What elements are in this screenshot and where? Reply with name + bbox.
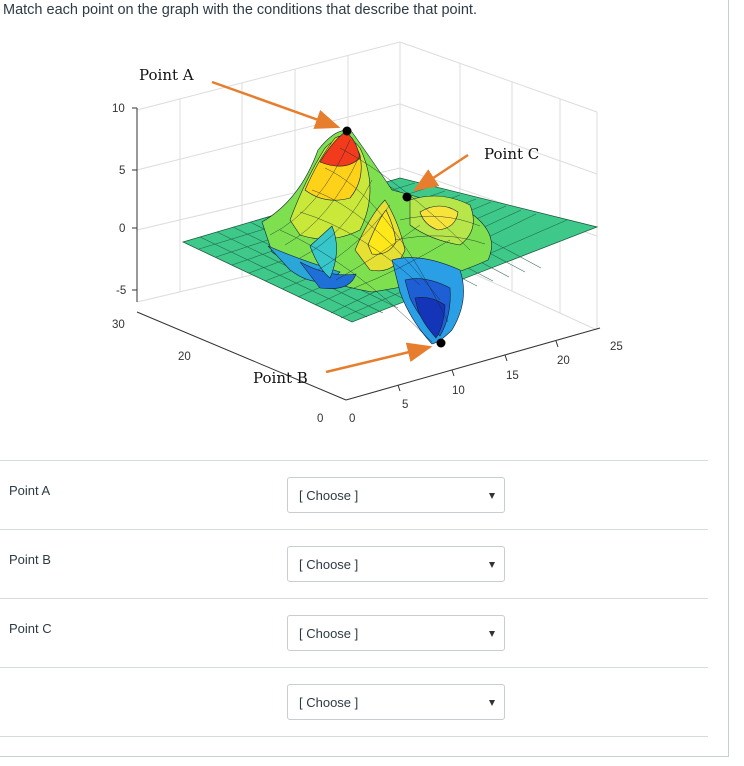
caret-down-icon xyxy=(489,562,495,568)
x-tick-label: 5 xyxy=(402,399,408,411)
extra-select[interactable]: [ Choose ] xyxy=(287,684,505,720)
caret-down-icon xyxy=(489,493,495,499)
row-label: Point A xyxy=(9,483,51,498)
select-value: [ Choose ] xyxy=(299,695,359,710)
y-tick-label: 30 xyxy=(112,319,125,331)
z-tick-label: 0 xyxy=(119,223,125,235)
select-value: [ Choose ] xyxy=(299,626,359,641)
point-c-select[interactable]: [ Choose ] xyxy=(287,615,505,651)
answer-row-extra: [ Choose ] xyxy=(0,667,708,737)
row-label: Point B xyxy=(9,552,51,567)
x-tick-label: 25 xyxy=(610,341,623,353)
surface-bumps xyxy=(261,130,492,345)
question-text: Match each point on the graph with the c… xyxy=(3,2,477,18)
annotation-arrows xyxy=(211,80,469,374)
point-b-annotation: Point B xyxy=(253,369,308,387)
y-tick-label: 0 xyxy=(317,413,323,425)
z-tick-label: 5 xyxy=(119,165,125,177)
x-tick-label: 0 xyxy=(349,413,355,425)
select-value: [ Choose ] xyxy=(299,557,359,572)
y-tick-label: 20 xyxy=(178,351,191,363)
z-tick-label: 10 xyxy=(112,103,125,115)
caret-down-icon xyxy=(489,700,495,706)
x-tick-label: 15 xyxy=(506,370,519,382)
row-label: Point C xyxy=(9,621,52,636)
caret-down-icon xyxy=(489,631,495,637)
answer-rows: Point A [ Choose ] Point B [ Choose ] Po… xyxy=(0,460,708,737)
answer-row-point-c: Point C [ Choose ] xyxy=(0,598,708,667)
x-tick-label: 10 xyxy=(452,385,465,397)
answer-row-point-a: Point A [ Choose ] xyxy=(0,460,708,529)
answer-row-point-b: Point B [ Choose ] xyxy=(0,529,708,598)
x-tick-label: 20 xyxy=(557,355,570,367)
point-a-marker xyxy=(342,126,352,136)
point-a-annotation: Point A xyxy=(139,66,194,84)
point-a-select[interactable]: [ Choose ] xyxy=(287,477,505,513)
question-frame xyxy=(0,0,729,757)
surface-plot-figure: Point A Point C Point B 10 5 0 -5 30 20 … xyxy=(0,30,728,450)
surface-plot-svg: Point A Point C Point B 10 5 0 -5 30 20 … xyxy=(112,41,623,425)
point-b-marker xyxy=(436,338,446,348)
point-b-select[interactable]: [ Choose ] xyxy=(287,546,505,582)
z-tick-label: -5 xyxy=(116,285,126,297)
point-c-annotation: Point C xyxy=(484,145,539,163)
point-c-marker xyxy=(402,192,412,202)
axis-lines xyxy=(132,107,601,401)
select-value: [ Choose ] xyxy=(299,488,359,503)
